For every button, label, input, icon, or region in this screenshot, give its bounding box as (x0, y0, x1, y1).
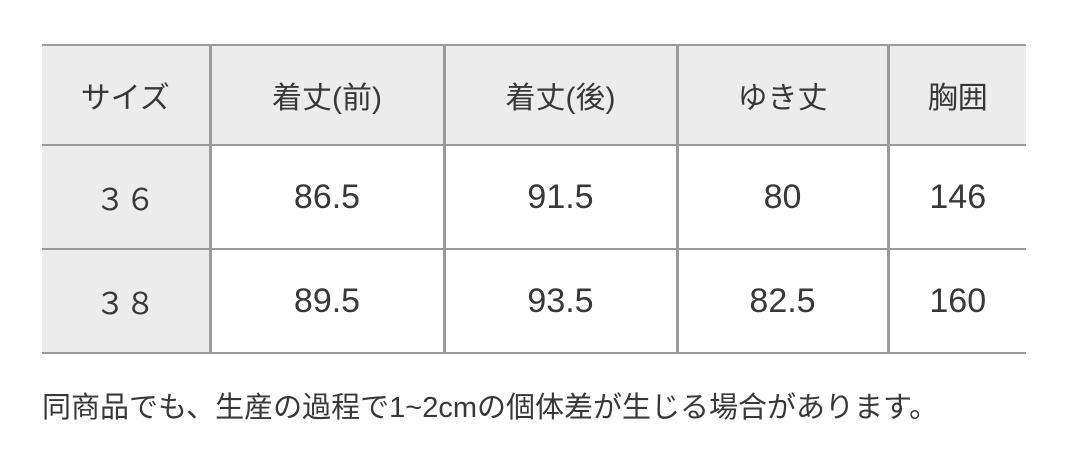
size-38-chest: 160 (886, 248, 1026, 354)
size-spec-table: サイズ 着丈(前) 着丈(後) ゆき丈 胸囲 ３６ 86.5 91.5 80 1… (42, 44, 1026, 354)
size-36-label: ３６ (42, 144, 210, 250)
size-38-sleeve: 82.5 (675, 248, 888, 354)
size-36-length-front: 86.5 (208, 144, 444, 250)
individual-variation-note: 同商品でも、生産の過程で1~2cmの個体差が生じる場合があります。 (42, 392, 939, 424)
table-row-size-38: ３８ 89.5 93.5 82.5 160 (42, 248, 1026, 354)
col-header-length-back: 着丈(後) (442, 44, 677, 146)
col-header-chest: 胸囲 (886, 44, 1026, 146)
size-38-label: ３８ (42, 248, 210, 354)
size-36-length-back: 91.5 (442, 144, 677, 250)
col-header-length-front: 着丈(前) (208, 44, 444, 146)
col-header-size: サイズ (42, 44, 210, 146)
size-38-length-back: 93.5 (442, 248, 677, 354)
size-38-length-front: 89.5 (208, 248, 444, 354)
size-36-chest: 146 (886, 144, 1026, 250)
table-row-size-36: ３６ 86.5 91.5 80 146 (42, 144, 1026, 250)
size-36-sleeve: 80 (675, 144, 888, 250)
table-header-row: サイズ 着丈(前) 着丈(後) ゆき丈 胸囲 (42, 44, 1026, 146)
col-header-sleeve: ゆき丈 (675, 44, 888, 146)
